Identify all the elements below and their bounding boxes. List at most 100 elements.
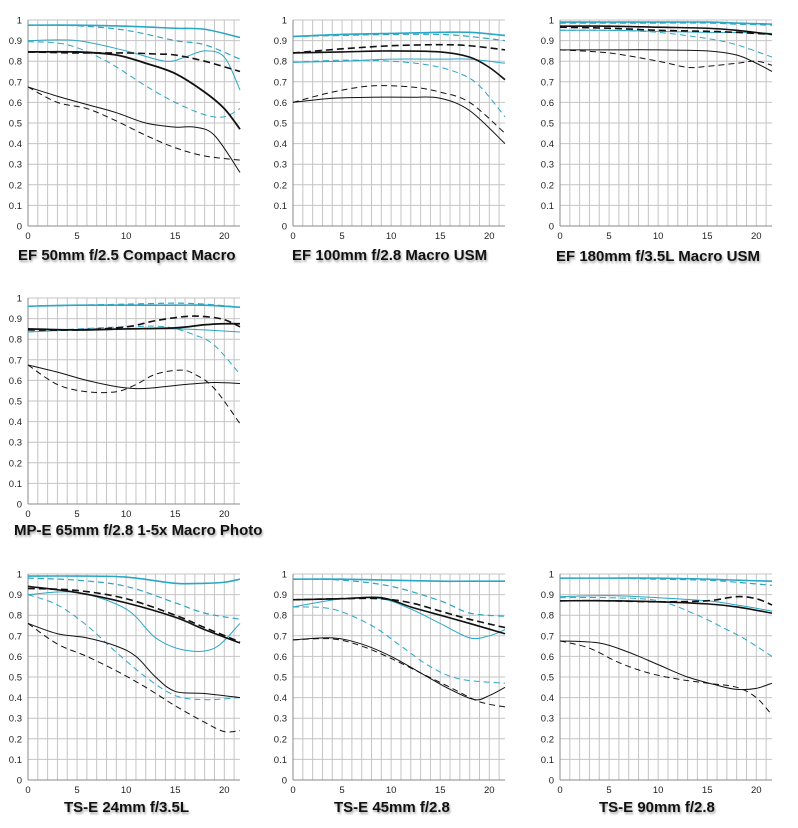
x-tick-label: 0 xyxy=(25,509,30,520)
y-tick-label: 0.9 xyxy=(541,36,554,47)
mtf-chart-panel: 0 0.1 0.2 0.3 0.4 0.5 0.6 0.7 0.8 0.9 1 0 5 10 15 20 xyxy=(530,562,782,798)
y-tick-label: 0.3 xyxy=(274,160,287,171)
x-tick-label: 10 xyxy=(653,785,664,796)
mtf-chart-panel: 0 0.1 0.2 0.3 0.4 0.5 0.6 0.7 0.8 0.9 1 0 5 10 15 20 xyxy=(0,286,250,522)
y-tick-label: 0.5 xyxy=(541,119,554,130)
y-tick-label: 0.3 xyxy=(541,160,554,171)
x-tick-label: 20 xyxy=(751,785,762,796)
y-tick-label: 0.4 xyxy=(274,693,287,704)
y-tick-label: 0.1 xyxy=(541,201,554,212)
mtf-curve xyxy=(27,364,241,424)
y-tick-label: 0 xyxy=(549,222,554,233)
mtf-curve xyxy=(27,50,241,130)
mtf-curve xyxy=(292,578,506,617)
y-tick-label: 0 xyxy=(549,776,554,787)
mtf-curve xyxy=(292,59,506,118)
y-tick-label: 0.5 xyxy=(274,673,287,684)
y-tick-label: 0.2 xyxy=(9,458,22,469)
x-tick-label: 15 xyxy=(170,231,181,242)
y-tick-label: 0.5 xyxy=(9,673,22,684)
x-tick-label: 5 xyxy=(606,231,611,242)
x-tick-label: 20 xyxy=(219,785,230,796)
x-tick-label: 10 xyxy=(386,785,397,796)
y-tick-label: 0 xyxy=(282,776,287,787)
y-tick-label: 0.5 xyxy=(541,673,554,684)
y-tick-label: 0.1 xyxy=(541,755,554,766)
x-tick-label: 5 xyxy=(74,509,79,520)
x-tick-label: 5 xyxy=(606,785,611,796)
x-tick-label: 15 xyxy=(435,785,446,796)
x-tick-label: 20 xyxy=(219,231,230,242)
x-tick-label: 0 xyxy=(290,785,295,796)
y-tick-label: 0.3 xyxy=(9,438,22,449)
y-tick-label: 0.6 xyxy=(274,98,287,109)
mtf-chart-panel: 0 0.1 0.2 0.3 0.4 0.5 0.6 0.7 0.8 0.9 1 0 5 10 15 20 xyxy=(0,8,250,244)
mtf-curve xyxy=(559,26,773,36)
y-tick-label: 0.8 xyxy=(274,57,287,68)
y-tick-label: 0.2 xyxy=(9,180,22,191)
mtf-chart-svg: 00.10.20.30.40.50.60.70.80.910 5 10 15 20 xyxy=(274,16,506,242)
y-tick-label: 0.6 xyxy=(541,98,554,109)
chart-title: EF 50mm f/2.5 Compact Macro xyxy=(18,247,236,264)
y-tick-label: 1 xyxy=(282,16,287,27)
mtf-curve xyxy=(292,96,506,144)
x-tick-label: 0 xyxy=(25,231,30,242)
mtf-curve xyxy=(292,638,506,708)
mtf-curve xyxy=(27,623,241,733)
mtf-curve xyxy=(559,640,773,716)
x-tick-label: 10 xyxy=(121,785,132,796)
x-tick-label: 15 xyxy=(702,785,713,796)
x-tick-label: 15 xyxy=(170,509,181,520)
mtf-curve xyxy=(292,33,506,42)
mtf-curve xyxy=(27,322,241,331)
mtf-curve xyxy=(559,596,773,657)
x-tick-label: 10 xyxy=(121,231,132,242)
y-tick-label: 0.3 xyxy=(274,714,287,725)
mtf-curve xyxy=(27,41,241,118)
y-tick-label: 1 xyxy=(549,570,554,581)
mtf-chart-svg: 00.10.20.30.40.50.60.70.80.910 5 10 15 20 xyxy=(9,570,241,796)
mtf-chart-panel: 0 0.1 0.2 0.3 0.4 0.5 0.6 0.7 0.8 0.9 1 0 5 10 15 20 xyxy=(263,562,515,798)
mtf-curve xyxy=(292,43,506,54)
y-tick-label: 0.9 xyxy=(9,590,22,601)
y-tick-label: 0.5 xyxy=(274,119,287,130)
y-tick-label: 1 xyxy=(17,570,22,581)
x-tick-label: 15 xyxy=(435,231,446,242)
mtf-chart-svg: 00.10.20.30.40.50.60.70.80.910 5 10 15 20 xyxy=(9,16,241,242)
y-tick-label: 0 xyxy=(17,500,22,511)
y-tick-label: 0.8 xyxy=(9,335,22,346)
y-tick-label: 0.9 xyxy=(274,590,287,601)
x-tick-label: 0 xyxy=(290,231,295,242)
mtf-curve xyxy=(27,594,241,701)
mtf-curve xyxy=(27,51,241,73)
y-tick-label: 0.9 xyxy=(541,590,554,601)
mtf-curve xyxy=(292,596,506,635)
y-tick-label: 0.3 xyxy=(9,160,22,171)
chart-title: TS-E 24mm f/3.5L xyxy=(64,799,190,816)
y-tick-label: 0 xyxy=(282,222,287,233)
mtf-curve xyxy=(560,49,773,72)
y-tick-label: 0.8 xyxy=(9,611,22,622)
mtf-chart-panel: 0 0.1 0.2 0.3 0.4 0.5 0.6 0.7 0.8 0.9 1 0 5 10 15 20 xyxy=(0,562,250,798)
y-tick-label: 0.7 xyxy=(274,631,287,642)
mtf-curve xyxy=(27,577,241,620)
x-tick-label: 5 xyxy=(339,231,344,242)
chart-title: TS-E 45mm f/2.8 xyxy=(334,799,450,816)
y-tick-label: 0.1 xyxy=(274,755,287,766)
mtf-curve xyxy=(559,577,773,586)
y-tick-label: 0.7 xyxy=(541,77,554,88)
x-tick-label: 20 xyxy=(751,231,762,242)
mtf-chart-svg: 00.10.20.30.40.50.60.70.80.910 5 10 15 20 xyxy=(274,570,506,796)
y-tick-label: 0.8 xyxy=(9,57,22,68)
mtf-curve xyxy=(27,325,241,375)
y-tick-label: 0.2 xyxy=(274,180,287,191)
mtf-curve xyxy=(559,595,773,612)
y-tick-label: 0.8 xyxy=(274,611,287,622)
y-tick-label: 1 xyxy=(282,570,287,581)
y-tick-label: 0.4 xyxy=(9,693,22,704)
x-tick-label: 5 xyxy=(74,785,79,796)
x-tick-label: 5 xyxy=(74,231,79,242)
y-tick-label: 0.6 xyxy=(9,376,22,387)
x-tick-label: 0 xyxy=(25,785,30,796)
y-tick-label: 0.1 xyxy=(9,201,22,212)
